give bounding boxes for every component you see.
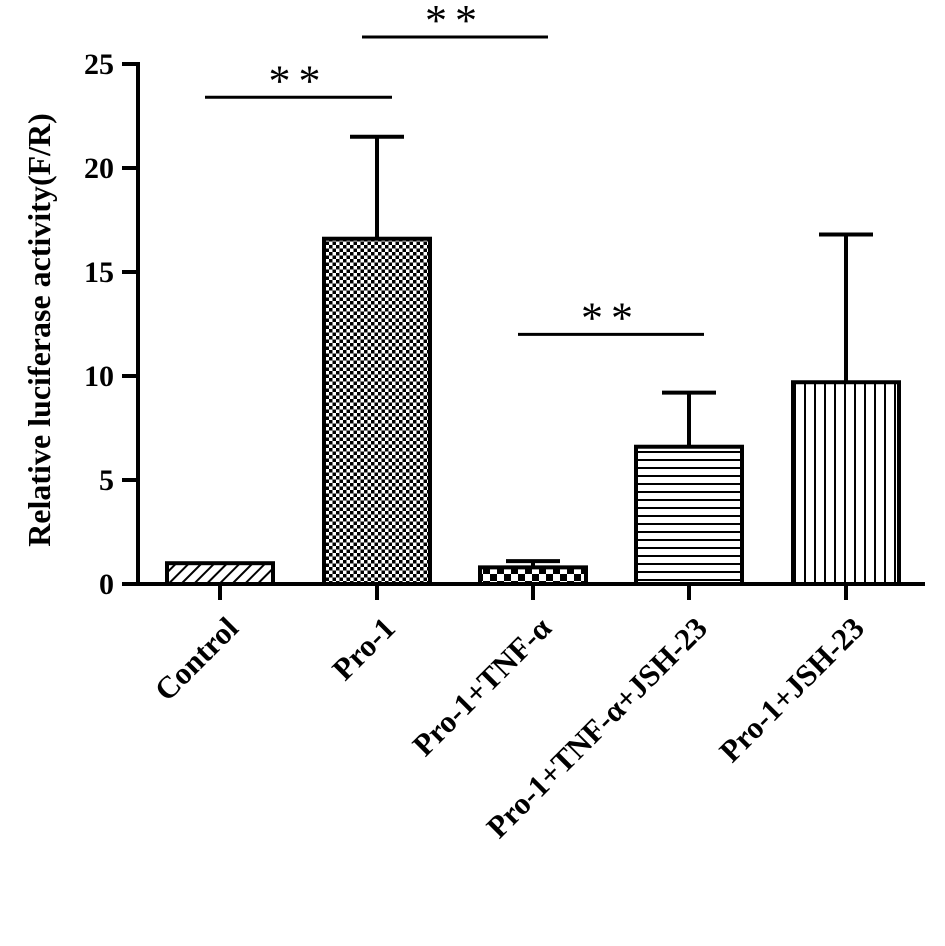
significance-markers: ** ** ** <box>205 0 704 342</box>
y-tick-label: 0 <box>99 568 114 601</box>
bars <box>165 134 901 587</box>
significance-label: ** <box>269 56 329 105</box>
bar <box>165 561 275 587</box>
bar <box>478 565 588 586</box>
x-tick-label: Pro-1+JSH-23 <box>712 610 871 769</box>
y-tick-label: 5 <box>99 464 114 497</box>
y-tick-label: 25 <box>84 48 114 81</box>
x-axis: Control Pro-1 Pro-1+TNF-αPro-1+TNF-α+JSH-2… <box>138 582 925 845</box>
y-tick-label: 10 <box>84 360 114 393</box>
y-axis-title: Relative luciferase activity(F/R) <box>21 113 57 547</box>
y-tick-label: 20 <box>84 152 114 185</box>
bar <box>322 236 432 586</box>
significance-label: ** <box>581 293 641 342</box>
bar <box>791 380 901 586</box>
significance-label: ** <box>425 0 485 45</box>
y-tick-label: 15 <box>84 256 114 289</box>
y-axis: 0 5 10 15 20 25 <box>84 48 140 601</box>
bar <box>634 444 744 586</box>
x-tick-label: Pro-1 <box>325 610 402 687</box>
x-tick-label: Pro-1+TNF-α <box>405 610 558 763</box>
x-tick-label: Control <box>148 610 246 708</box>
